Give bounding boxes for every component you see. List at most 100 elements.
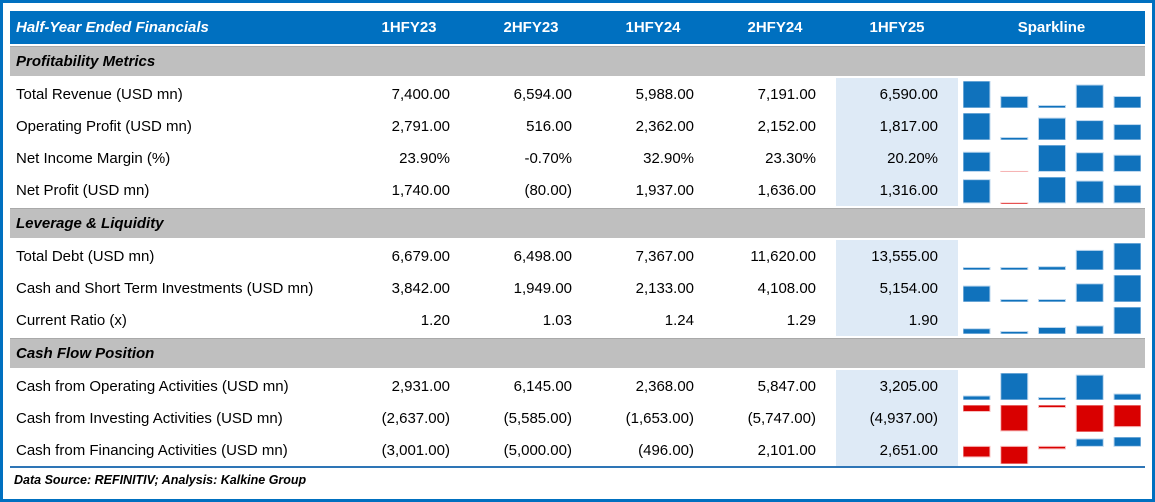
value-cell-2hfy23: -0.70% — [524, 149, 572, 167]
sparkline-bar — [962, 404, 990, 412]
sparkline-bar — [1075, 374, 1104, 400]
value-cell-2hfy23: 1,949.00 — [513, 279, 572, 297]
value-cell-1hfy23: 1,740.00 — [391, 181, 450, 199]
column-header-1hfy23: 1HFY23 — [381, 19, 437, 36]
table-row: Net Income Margin (%) 23.90% -0.70% 32.90% 2… — [10, 142, 1145, 174]
sparkline-bar — [1113, 436, 1141, 447]
table-title: Half-Year Ended Financials — [16, 19, 209, 36]
sparkline-bar — [1075, 324, 1104, 334]
value-cell-1hfy25: 13,555.00 — [836, 240, 958, 272]
table-row: Total Revenue (USD mn) 7,400.00 6,594.00 5,… — [10, 78, 1145, 110]
value-cell-1hfy25: 6,590.00 — [836, 78, 958, 110]
sparkline-bar — [999, 201, 1028, 204]
sparkline-chart — [962, 306, 1141, 334]
sparkline-bar — [962, 327, 990, 334]
sparkline-bar — [962, 112, 990, 140]
column-header-2hfy24: 2HFY24 — [747, 19, 803, 36]
table-row: Operating Profit (USD mn) 2,791.00 516.00 2… — [10, 110, 1145, 142]
value-cell-1hfy24: 32.90% — [643, 149, 694, 167]
value-cell-2hfy24: 2,152.00 — [757, 117, 816, 135]
table-row: Cash from Operating Activities (USD mn) 2… — [10, 370, 1145, 402]
sparkline-bar — [1075, 180, 1104, 203]
sparkline-bar — [999, 95, 1028, 108]
value-cell-1hfy25: 1.90 — [836, 304, 958, 336]
sparkline-chart — [962, 144, 1141, 172]
sparkline-bar — [1075, 249, 1104, 270]
metric-label: Net Profit (USD mn) — [16, 181, 150, 199]
table-row: Current Ratio (x) 1.20 1.03 1.24 1.29 1.90 — [10, 304, 1145, 336]
metric-label: Net Income Margin (%) — [16, 149, 171, 167]
value-cell-2hfy23: 6,594.00 — [513, 85, 572, 103]
value-cell-1hfy23: 1.20 — [420, 311, 450, 329]
value-cell-1hfy25: 20.20% — [836, 142, 958, 174]
sparkline-chart — [962, 372, 1141, 400]
sparkline-bar — [962, 151, 990, 172]
sparkline-bar — [1037, 144, 1066, 172]
sparkline-bar — [1113, 184, 1141, 203]
value-cell-2hfy24: 4,108.00 — [757, 279, 816, 297]
column-header-1hfy25: 1HFY25 — [869, 19, 925, 36]
sparkline-bar — [999, 170, 1028, 172]
sparkline-cell — [958, 370, 1145, 402]
sparkline-bar — [1113, 404, 1141, 427]
sparkline-bar — [1075, 151, 1104, 172]
sparkline-bar — [1113, 154, 1141, 172]
metric-label: Current Ratio (x) — [16, 311, 127, 329]
sparkline-bar — [1037, 176, 1066, 203]
metric-label: Cash from Operating Activities (USD mn) — [16, 377, 289, 395]
sparkline-bar — [1113, 95, 1141, 108]
sparkline-bar — [1075, 437, 1104, 447]
column-header-1hfy24: 1HFY24 — [625, 19, 681, 36]
value-cell-2hfy23: 1.03 — [542, 311, 572, 329]
sparkline-bar — [1075, 83, 1104, 108]
value-cell-1hfy23: 2,791.00 — [391, 117, 450, 135]
sparkline-bar — [1075, 404, 1104, 432]
sparkline-bar — [1113, 274, 1141, 302]
sparkline-bar — [1113, 393, 1141, 400]
value-cell-2hfy23: 6,145.00 — [513, 377, 572, 395]
sparkline-cell — [958, 142, 1145, 174]
value-cell-1hfy23: (2,637.00) — [381, 409, 450, 427]
metric-label: Cash and Short Term Investments (USD mn) — [16, 279, 314, 297]
sparkline-bar — [1037, 404, 1066, 408]
sparkline-bar — [999, 330, 1028, 334]
sparkline-bar — [1037, 396, 1066, 400]
sparkline-bar — [1113, 242, 1141, 270]
sparkline-chart — [962, 274, 1141, 302]
value-cell-2hfy23: 6,498.00 — [513, 247, 572, 265]
value-cell-1hfy25: 3,205.00 — [836, 370, 958, 402]
sparkline-chart — [962, 404, 1141, 432]
section-header: Leverage & Liquidity — [10, 208, 1145, 238]
value-cell-2hfy24: 11,620.00 — [750, 247, 816, 265]
metric-label: Cash from Financing Activities (USD mn) — [16, 441, 288, 459]
value-cell-1hfy24: 1.24 — [664, 311, 694, 329]
value-cell-1hfy25: 1,817.00 — [836, 110, 958, 142]
value-cell-2hfy23: (80.00) — [524, 181, 572, 199]
sparkline-bar — [1037, 445, 1066, 449]
value-cell-1hfy25: 1,316.00 — [836, 174, 958, 206]
sparkline-bar — [999, 372, 1028, 400]
sparkline-bar — [999, 136, 1028, 140]
sparkline-cell — [958, 174, 1145, 206]
value-cell-1hfy23: 3,842.00 — [391, 279, 450, 297]
table-row: Cash from Investing Activities (USD mn) (… — [10, 402, 1145, 434]
sparkline-bar — [999, 404, 1028, 431]
value-cell-1hfy23: 2,931.00 — [391, 377, 450, 395]
sparkline-cell — [958, 402, 1145, 434]
sparkline-cell — [958, 272, 1145, 304]
sparkline-cell — [958, 110, 1145, 142]
sparkline-cell — [958, 304, 1145, 336]
value-cell-2hfy23: 516.00 — [526, 117, 572, 135]
metric-label: Total Debt (USD mn) — [16, 247, 155, 265]
sparkline-bar — [1113, 306, 1141, 334]
value-cell-1hfy24: (1,653.00) — [625, 409, 694, 427]
value-cell-1hfy23: 23.90% — [399, 149, 450, 167]
sparkline-bar — [1075, 119, 1104, 140]
sparkline-chart — [962, 436, 1141, 464]
value-cell-1hfy24: 7,367.00 — [635, 247, 694, 265]
sparkline-bar — [962, 178, 990, 203]
sparkline-chart — [962, 176, 1141, 204]
sparkline-bar — [962, 445, 990, 457]
metric-label: Total Revenue (USD mn) — [16, 85, 183, 103]
